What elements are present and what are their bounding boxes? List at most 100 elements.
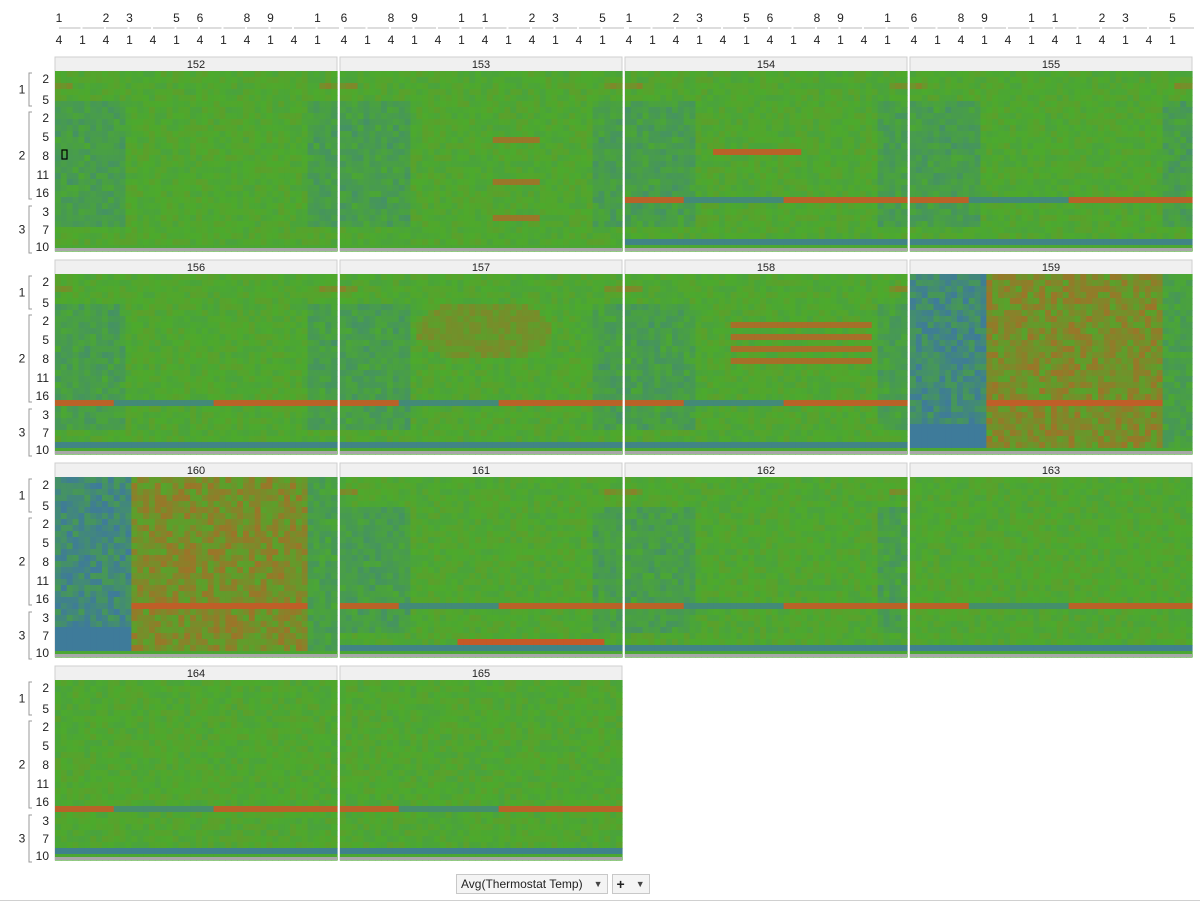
heatmap-cell <box>689 77 697 84</box>
heatmap-cell <box>66 221 74 228</box>
heatmap-cell <box>707 233 714 240</box>
heatmap-cell <box>290 71 297 78</box>
heatmap-cell <box>375 89 382 96</box>
heatmap-cell <box>1162 113 1170 120</box>
heatmap-cell <box>78 173 85 180</box>
heatmap-cell <box>475 137 482 144</box>
heatmap-cell <box>901 107 908 114</box>
heatmap-cell <box>160 125 168 132</box>
heatmap-cell <box>610 239 617 246</box>
heatmap-cell <box>771 191 779 198</box>
heatmap-cell <box>842 239 849 246</box>
heatmap-cell <box>807 233 814 240</box>
heatmap-cell <box>551 179 558 186</box>
heatmap-cell <box>760 119 767 126</box>
heatmap-cell <box>319 155 326 162</box>
heatmap-cell <box>883 179 890 186</box>
heatmap-cell <box>451 173 459 180</box>
heatmap-cell <box>586 77 594 84</box>
heatmap-cell <box>713 143 720 150</box>
heatmap-cell <box>660 71 667 78</box>
column-tick-top: 8 <box>814 11 821 25</box>
heatmap-cell <box>742 95 749 102</box>
heatmap-cell <box>625 155 632 162</box>
heatmap-cell <box>813 155 820 162</box>
heatmap-cell <box>854 221 861 228</box>
heatmap-cell <box>387 131 394 138</box>
heatmap-cell <box>331 227 338 234</box>
heatmap-cell <box>986 131 993 138</box>
heatmap-cell <box>219 83 226 90</box>
heatmap-cell <box>113 137 121 144</box>
heatmap-cell <box>871 185 879 192</box>
heatmap-cell <box>724 221 732 228</box>
heatmap-cell <box>760 113 767 120</box>
heatmap-cell <box>677 155 685 162</box>
heatmap-cell <box>66 239 74 246</box>
heatmap-cell <box>102 173 109 180</box>
heatmap-cell <box>877 185 885 192</box>
heatmap-cell <box>1009 101 1017 108</box>
heatmap-cell <box>777 203 785 210</box>
heatmap-cell <box>539 221 547 228</box>
heatmap-cell <box>445 209 453 216</box>
heatmap-cell <box>777 83 785 90</box>
heatmap-cell <box>363 107 370 114</box>
heatmap-cell <box>592 125 600 132</box>
heatmap-cell <box>933 131 940 138</box>
heatmap-cell <box>237 131 244 138</box>
heatmap-cell <box>1086 77 1093 84</box>
heatmap-cell <box>313 161 320 168</box>
heatmap-cell <box>107 155 115 162</box>
heatmap-cell <box>871 155 879 162</box>
heatmap-cell <box>516 125 523 132</box>
heatmap-cell <box>1133 125 1140 132</box>
heatmap-cell <box>604 149 611 156</box>
heatmap-cell <box>689 113 697 120</box>
heatmap-cell <box>504 119 511 126</box>
heatmap-cell <box>713 119 720 126</box>
heatmap-cell <box>927 83 935 90</box>
heatmap-cell <box>877 227 885 234</box>
heatmap-cell <box>998 83 1005 90</box>
heatmap-cell <box>469 227 476 234</box>
heatmap-cell <box>848 95 855 102</box>
heatmap-cell <box>451 125 459 132</box>
row-group-bracket <box>28 72 32 107</box>
heatmap-cell <box>766 197 773 204</box>
heatmap-cell <box>237 167 244 174</box>
heatmap-cell <box>842 149 849 156</box>
heatmap-cell <box>357 203 365 210</box>
heatmap-cell <box>345 149 353 156</box>
heatmap-cell <box>72 179 80 186</box>
heatmap-cell <box>510 113 517 120</box>
heatmap-cell <box>237 107 244 114</box>
heatmap-cell <box>818 161 826 168</box>
heatmap-cell <box>677 95 685 102</box>
heatmap-cell <box>131 131 138 138</box>
heatmap-cell <box>557 233 564 240</box>
heatmap-cell <box>237 83 244 90</box>
heatmap-cell <box>660 101 667 108</box>
heatmap-cell <box>1015 83 1023 90</box>
heatmap-cell <box>1180 77 1187 84</box>
heatmap-cell <box>457 131 464 138</box>
heatmap-cell <box>260 125 268 132</box>
heatmap-cell <box>795 77 802 84</box>
heatmap-cell <box>701 215 708 222</box>
heatmap-cell <box>319 197 326 204</box>
heatmap-cell <box>72 113 80 120</box>
heatmap-cell <box>278 149 285 156</box>
heatmap-cell <box>701 83 708 90</box>
heatmap-cell <box>783 155 791 162</box>
heatmap-cell <box>149 215 156 222</box>
heatmap-cell <box>55 197 62 204</box>
heatmap-cell <box>648 221 655 228</box>
heatmap-cell <box>1080 71 1087 78</box>
heatmap-cell <box>1133 131 1140 138</box>
heatmap-cell <box>184 89 191 96</box>
heatmap-cell <box>463 173 470 180</box>
heatmap-cell <box>113 179 121 186</box>
heatmap-cell <box>1080 125 1087 132</box>
heatmap-cell <box>237 137 244 144</box>
